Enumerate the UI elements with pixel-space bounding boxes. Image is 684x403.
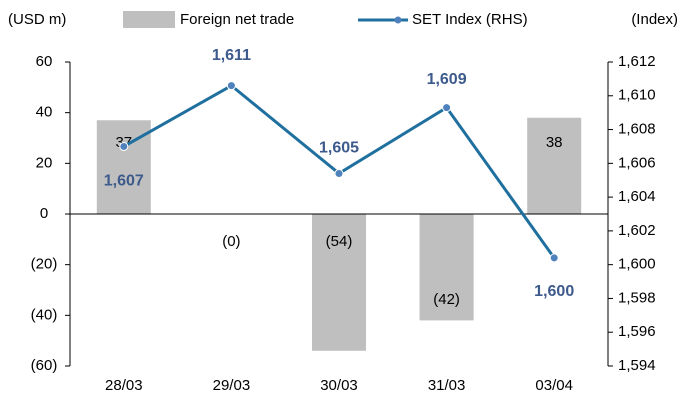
- line-value-label: 1,605: [319, 140, 359, 157]
- x-tick-label: 29/03: [213, 377, 251, 394]
- bar-value-label: (54): [326, 233, 353, 250]
- bar-value-label: (42): [433, 291, 460, 308]
- bar: [419, 214, 474, 321]
- y-tick-label: 40: [36, 104, 53, 121]
- y-axis-label: (USD m): [8, 11, 66, 28]
- marker: [226, 81, 236, 91]
- legend-marker: [394, 16, 402, 24]
- y2-tick-label: 1,596: [618, 323, 656, 340]
- marker: [334, 168, 344, 178]
- y2-tick-label: 1,602: [618, 222, 656, 239]
- legend-swatch: [123, 11, 175, 28]
- y2-tick-label: 1,598: [618, 289, 656, 306]
- y-tick-label: (60): [31, 357, 58, 374]
- y-tick-label: 60: [36, 53, 53, 70]
- marker: [442, 103, 452, 113]
- bar-value-label: (0): [222, 233, 240, 250]
- legend-label: SET Index (RHS): [412, 11, 528, 28]
- line-value-label: 1,607: [104, 173, 144, 190]
- line-value-label: 1,609: [427, 71, 467, 88]
- bar: [527, 117, 582, 214]
- y2-tick-label: 1,606: [618, 154, 656, 171]
- x-tick-label: 31/03: [428, 377, 466, 394]
- y2-tick-label: 1,608: [618, 121, 656, 138]
- legend-label: Foreign net trade: [180, 11, 294, 28]
- y-tick-label: (40): [31, 306, 58, 323]
- marker: [549, 253, 559, 263]
- y2-tick-label: 1,604: [618, 188, 656, 205]
- y2-tick-label: 1,612: [618, 53, 656, 70]
- marker: [119, 141, 129, 151]
- y2-axis-label: (Index): [631, 11, 678, 28]
- y-tick-label: 0: [40, 205, 48, 222]
- bar: [312, 214, 366, 351]
- x-tick-label: 28/03: [105, 377, 143, 394]
- y2-tick-label: 1,610: [618, 87, 656, 104]
- line-value-label: 1,611: [212, 47, 251, 64]
- bar-value-label: 38: [546, 134, 563, 151]
- line-value-label: 1,600: [534, 283, 574, 300]
- y2-tick-label: 1,594: [618, 357, 656, 374]
- y-tick-label: 20: [36, 154, 53, 171]
- x-tick-label: 03/04: [535, 377, 573, 394]
- y2-tick-label: 1,600: [618, 256, 656, 273]
- x-tick-label: 30/03: [320, 377, 358, 394]
- y-tick-label: (20): [31, 256, 58, 273]
